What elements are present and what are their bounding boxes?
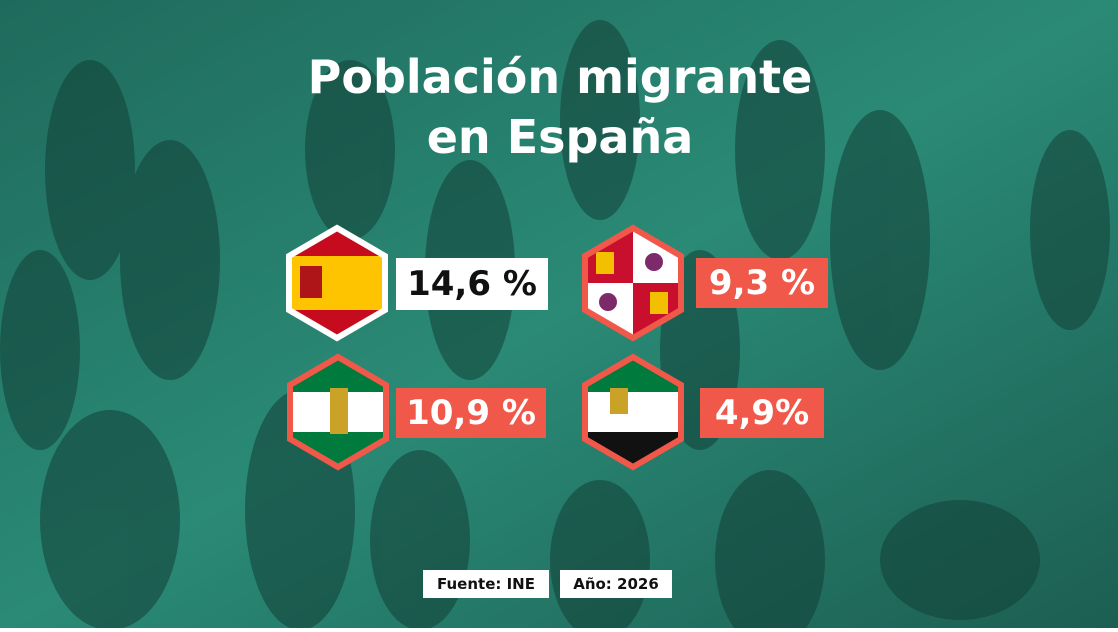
footer-box: [560, 570, 672, 598]
percentage-label: 14,6 %: [407, 264, 537, 304]
crowd-silhouettes: [0, 20, 1110, 632]
title-line: en España: [427, 110, 694, 164]
source-label: Fuente: INE: [437, 575, 535, 593]
label-box: [696, 258, 828, 308]
year-label: Año: 2026: [573, 575, 659, 593]
flag-spain: [286, 224, 388, 342]
footer-box: [423, 570, 549, 598]
label-box: [700, 388, 824, 438]
percentage-label: 9,3 %: [709, 263, 815, 303]
percentage-label: 10,9 %: [406, 393, 536, 433]
flag-andalucia: [287, 353, 389, 471]
percentage-label: 4,9%: [715, 393, 809, 433]
label-box: [396, 388, 546, 438]
label-box: [396, 258, 548, 310]
title-line: Población migrante: [308, 50, 813, 104]
